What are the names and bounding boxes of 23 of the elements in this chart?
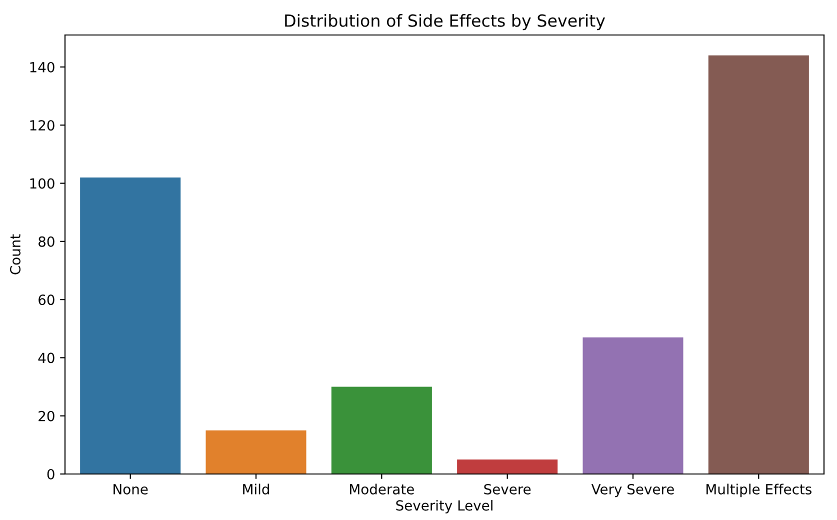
- x-tick-label: Severe: [484, 484, 531, 494]
- x-axis-title: Severity Level: [396, 500, 492, 514]
- y-tick-label: 40: [38, 352, 54, 364]
- x-tick-label: Moderate: [350, 484, 414, 494]
- y-tick-label: 60: [38, 294, 54, 306]
- bar: [80, 177, 181, 474]
- bar: [457, 459, 558, 474]
- x-tick-label: Mild: [243, 484, 270, 494]
- bar: [582, 337, 684, 474]
- bar: [331, 386, 432, 474]
- x-tick-label: Multiple Effects: [706, 484, 812, 498]
- bar: [708, 55, 809, 474]
- bar: [206, 430, 306, 474]
- chart-title: Distribution of Side Effects by Severity: [285, 14, 606, 30]
- x-tick-label: None: [114, 484, 148, 494]
- y-tick-label: 80: [38, 236, 54, 247]
- y-axis-title: Count: [10, 234, 21, 274]
- y-tick-label: 0: [47, 468, 54, 480]
- y-tick-label: 20: [38, 410, 54, 422]
- y-tick-label: 140: [30, 62, 54, 72]
- y-tick-label: 120: [30, 120, 54, 131]
- y-tick-label: 100: [30, 178, 54, 189]
- x-tick-label: Very Severe: [591, 484, 674, 498]
